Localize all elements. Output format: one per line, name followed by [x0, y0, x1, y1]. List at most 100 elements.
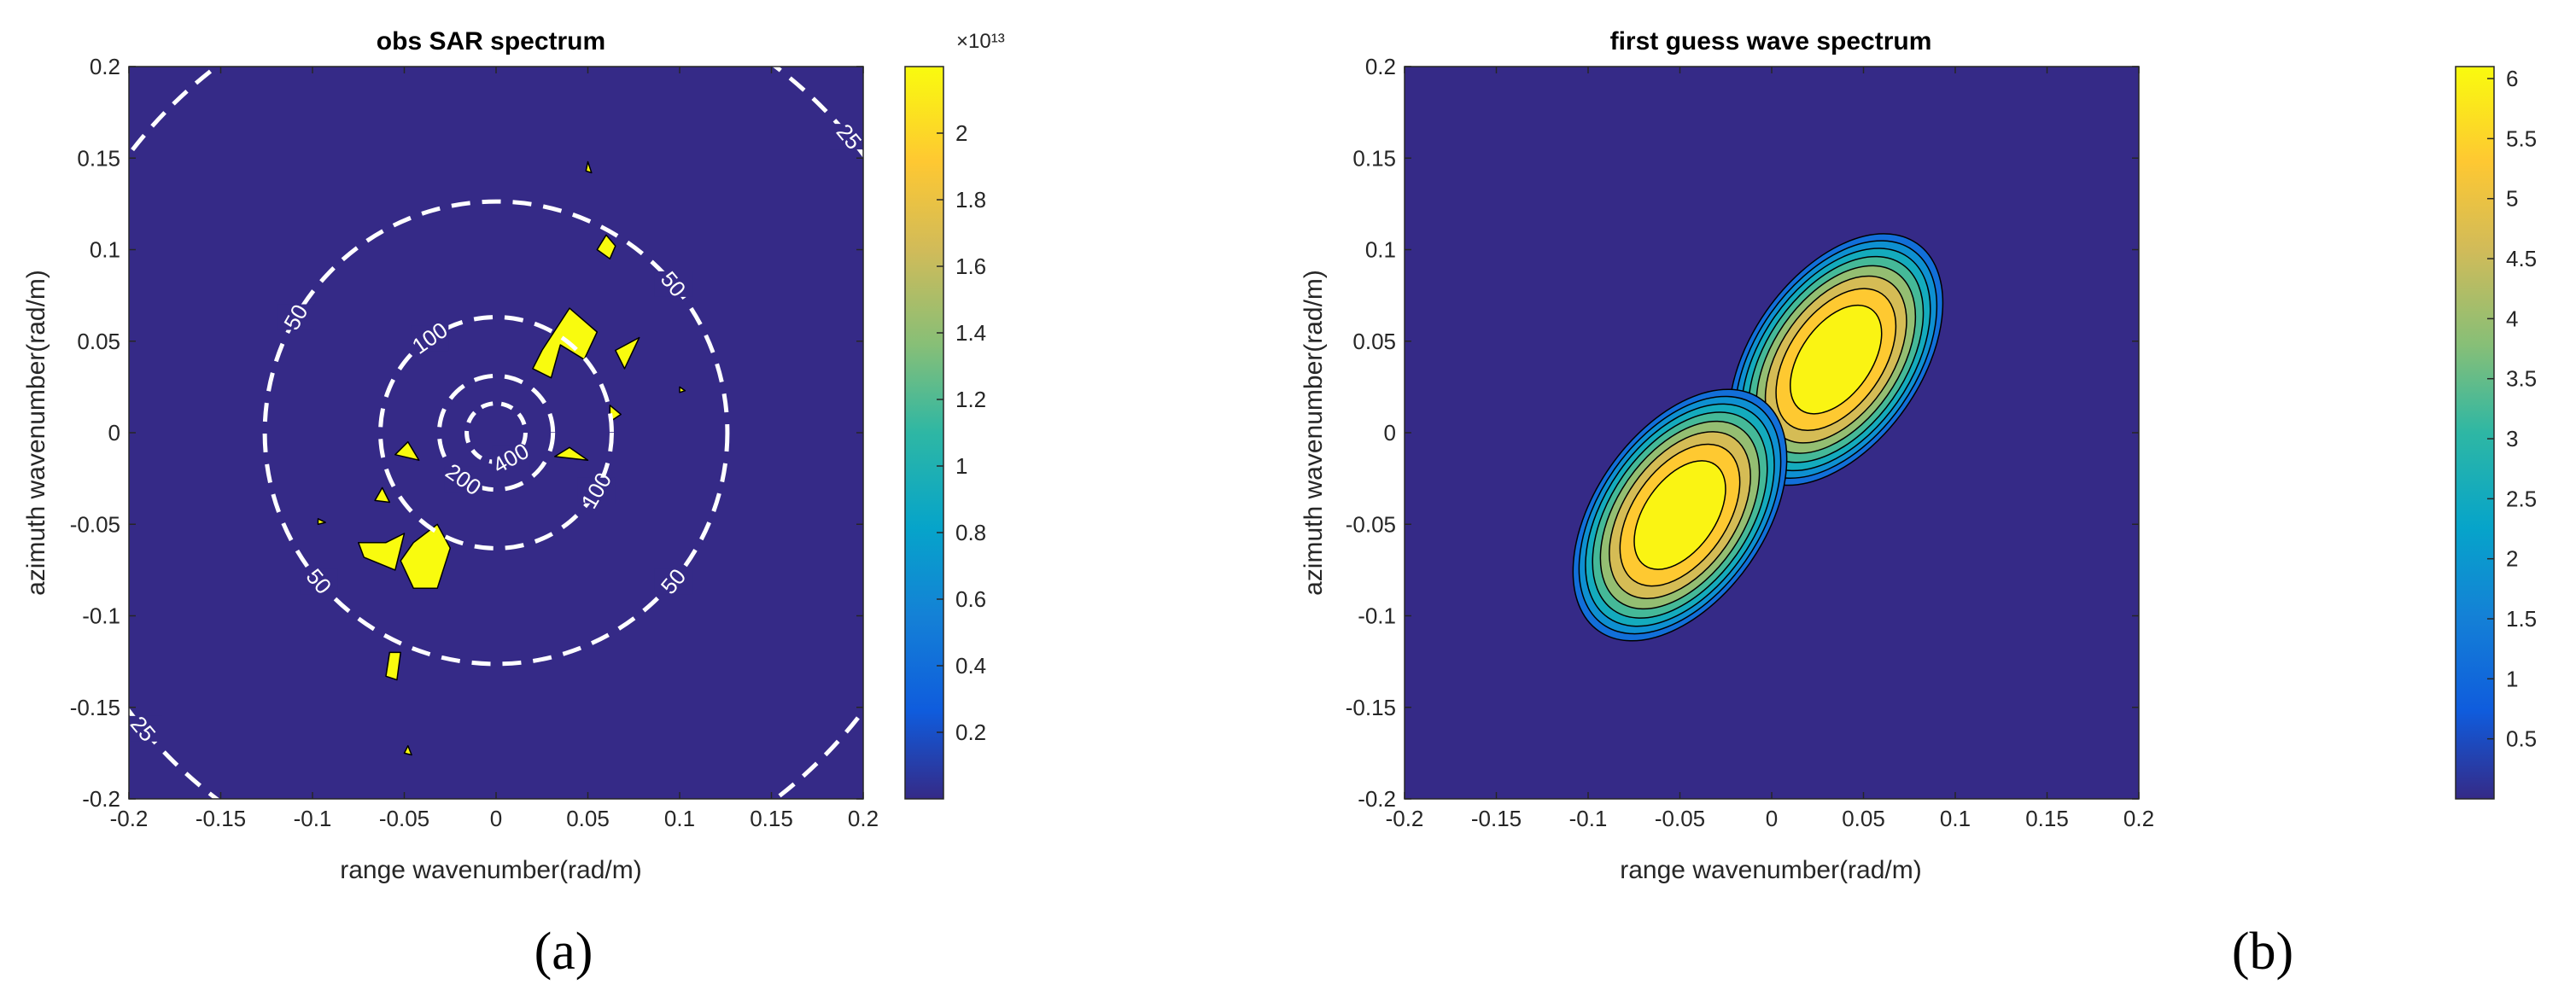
colorbar-tick-label: 0.6: [955, 586, 986, 612]
x-tick-label: 0.15: [2025, 806, 2069, 831]
colorbar-tick-label: 3: [2506, 426, 2518, 451]
plot-background: [129, 67, 863, 799]
high-energy-patch: [385, 651, 401, 681]
contour-label-gap: [277, 304, 315, 330]
y-tick-label: -0.15: [70, 695, 120, 720]
colorbar-ticks: 0.5 1 1.5 2 2.5 3 3.5 4 4.5 5 5.5 6: [2487, 66, 2537, 752]
y-tick-label: -0.2: [82, 786, 120, 812]
x-tick-label: 0: [490, 806, 502, 831]
x-tick-label: -0.1: [294, 806, 332, 831]
contour-label-gap: [444, 466, 482, 492]
y-tick-label: -0.2: [1358, 786, 1396, 812]
contour-label-gap: [654, 568, 692, 595]
x-tick-label: -0.15: [196, 806, 246, 831]
colorbar-tick-label: 2.5: [2506, 486, 2537, 511]
high-energy-patch: [596, 234, 616, 259]
colorbar-exponent: ×10¹³: [956, 30, 1005, 53]
y-tick-label: 0.15: [1352, 145, 1396, 171]
contour-label-gap: [411, 325, 449, 352]
colorbar-tick-label: 5: [2506, 186, 2518, 212]
panel-b: first guess wave spectrum -0.2 -0.15 -0.1-…: [1288, 0, 2576, 1002]
x-tick-label: -0.15: [1471, 806, 1522, 831]
x-tick-label: -0.05: [379, 806, 429, 831]
high-energy-patches: [317, 160, 686, 756]
x-axis-ticks: -0.2 -0.15 -0.1 -0.05 0 0.05 0.1 0.15 0.2: [1386, 67, 2154, 831]
high-energy-patch: [532, 307, 599, 379]
high-energy-patch: [394, 440, 420, 461]
x-tick-label: 0.05: [1842, 806, 1885, 831]
x-tick-label: 0.1: [1940, 806, 1971, 831]
colorbar-gradient: [2455, 66, 2495, 800]
y-tick-label: 0.05: [1352, 329, 1396, 354]
x-axis-label: range wavenumber(rad/m): [1620, 856, 1921, 884]
contour-label-gap: [129, 715, 162, 742]
y-tick-label: -0.05: [1346, 511, 1396, 537]
y-tick-label: 0: [108, 420, 120, 446]
colorbar-tick-label: 0.8: [955, 520, 986, 545]
y-tick-label: 0.2: [1365, 54, 1396, 79]
colorbar-tick-label: 4: [2506, 306, 2518, 331]
chart-first-guess-wave-spectrum: first guess wave spectrum -0.2 -0.15 -0.1-…: [1300, 27, 2537, 981]
high-energy-patch: [358, 533, 406, 571]
y-axis-label: azimuth wavenumber(rad/m): [1300, 270, 1328, 596]
colorbar-gradient: [904, 66, 944, 800]
plot-area: [1404, 66, 2140, 800]
x-tick-label: 0.2: [848, 806, 879, 831]
high-energy-patch: [400, 523, 452, 590]
y-tick-label: 0.1: [90, 237, 120, 263]
y-tick-label: -0.1: [1358, 603, 1396, 629]
high-energy-patch: [615, 336, 640, 370]
colorbar-tick-label: 0.5: [2506, 726, 2537, 752]
contour-fills: [1572, 233, 1944, 642]
y-tick-label: 0.15: [77, 145, 120, 171]
contour-label-gap: [300, 568, 338, 595]
high-energy-patch: [679, 386, 686, 393]
x-tick-label: -0.05: [1655, 806, 1705, 831]
contour-fill-level: [1633, 460, 1726, 570]
high-energy-patch: [374, 486, 391, 504]
high-energy-patch: [317, 518, 326, 526]
y-tick-label: -0.15: [1346, 695, 1396, 720]
x-tick-label: 0.1: [664, 806, 695, 831]
x-tick-label: 0.05: [566, 806, 610, 831]
wavelength-circle: [378, 315, 614, 551]
x-axis-ticks: -0.2 -0.15 -0.1 -0.05 0 0.05 0.1 0.15 0.2: [110, 67, 879, 831]
x-tick-label: -0.2: [1386, 806, 1424, 831]
x-axis-label: range wavenumber(rad/m): [340, 856, 641, 884]
wavelength-circle: [436, 373, 556, 492]
colorbar-ticks: 0.2 0.4 0.6 0.8 1 1.2 1.4 1.6 1.8 2: [937, 120, 986, 745]
colorbar-tick-label: 1.6: [955, 253, 986, 279]
colorbar-tick-label: 2: [2506, 546, 2518, 572]
colorbar-tick-label: 1.8: [955, 187, 986, 213]
panel-a: obs SAR spectrum 25 25 50 50 50 50 100 100 200 40…: [22, 27, 1005, 981]
contour-label-gap: [492, 445, 530, 471]
x-tick-label: -0.2: [110, 806, 149, 831]
y-tick-label: -0.05: [70, 511, 120, 537]
panel-label-b: (b): [2232, 923, 2293, 981]
y-tick-label: 0: [1384, 420, 1396, 446]
contour-fill-level: [1790, 304, 1883, 415]
colorbar-tick-label: 1.2: [955, 387, 986, 412]
panel-label-a: (a): [534, 923, 593, 981]
x-tick-label: 0.15: [750, 806, 793, 831]
colorbar-tick-label: 1.5: [2506, 606, 2537, 632]
high-energy-patch: [554, 446, 589, 461]
colorbar-tick-label: 3.5: [2506, 366, 2537, 392]
y-tick-label: 0.1: [1365, 237, 1396, 263]
colorbar: 0.2 0.4 0.6 0.8 1 1.2 1.4 1.6 1.8 2 ×10¹³: [904, 30, 1005, 800]
high-energy-patch: [585, 160, 593, 174]
colorbar-tick-label: 4.5: [2506, 246, 2537, 271]
contour-label-gap: [577, 477, 616, 504]
x-tick-label: -0.1: [1569, 806, 1608, 831]
wavelength-circle: [262, 199, 730, 667]
colorbar-tick-label: 6: [2506, 66, 2518, 91]
colorbar-tick-label: 2: [955, 120, 967, 146]
chart-title: first guess wave spectrum: [1610, 27, 1932, 55]
chart-title: obs SAR spectrum: [377, 27, 605, 55]
colorbar: 0.5 1 1.5 2 2.5 3 3.5 4 4.5 5 5.5 6: [2455, 66, 2537, 800]
y-axis-ticks: -0.2 -0.15 -0.1 -0.05 0 0.05 0.1 0.15 0.2: [1346, 54, 2139, 812]
x-tick-label: 0: [1766, 806, 1778, 831]
colorbar-tick-label: 0.2: [955, 719, 986, 745]
colorbar-tick-label: 1: [955, 453, 967, 479]
